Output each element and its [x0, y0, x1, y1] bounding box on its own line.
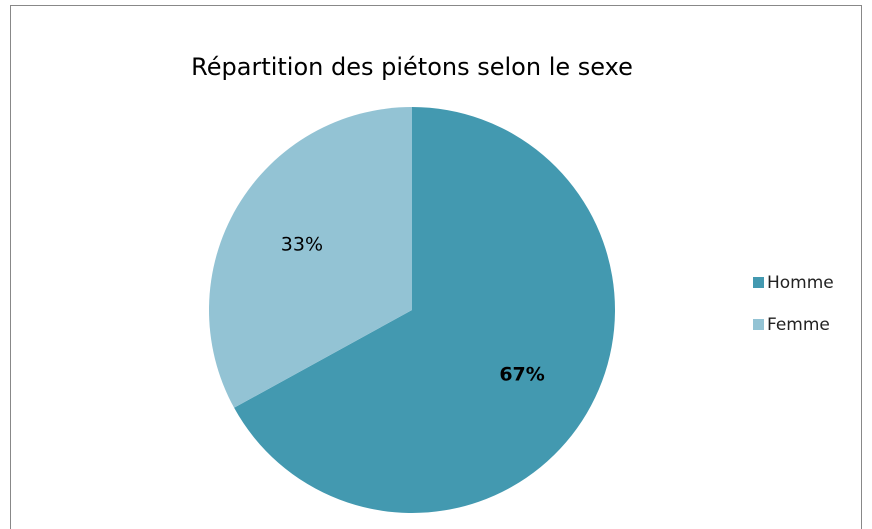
value-label: 67% [499, 364, 544, 386]
legend-label: Femme [767, 315, 830, 335]
value-label: 33% [281, 233, 323, 255]
chart-title: Répartition des piétons selon le sexe [191, 53, 633, 81]
legend-swatch [753, 319, 764, 330]
legend-swatch [753, 277, 764, 288]
pie-slice [209, 107, 412, 408]
legend-label: Homme [767, 273, 834, 293]
pie-slice [234, 107, 615, 514]
